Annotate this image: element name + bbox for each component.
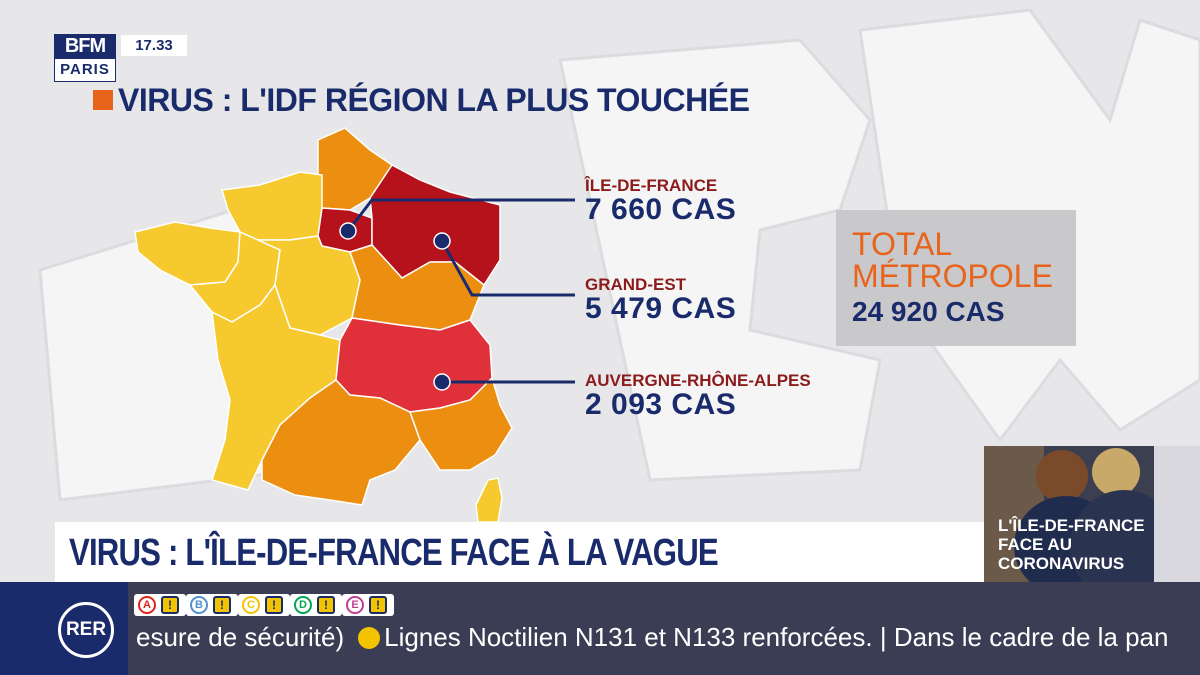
- rer-logo: RER: [58, 602, 114, 658]
- region-bretagne: [134, 221, 241, 286]
- ticker-text-before: esure de sécurité): [136, 622, 345, 652]
- thumbnail-image: [984, 446, 1200, 582]
- region-paca: [408, 376, 513, 471]
- rer-line-a: A!: [134, 594, 186, 616]
- rer-line-d: D!: [290, 594, 342, 616]
- total-label-2: MÉTROPOLE: [852, 258, 1053, 294]
- ticker-text-main: Lignes Noctilien N131 et N133 renforcées…: [384, 622, 873, 652]
- ticker-text-after: | Dans le cadre de la pan: [879, 622, 1169, 652]
- alert-icon: !: [213, 596, 231, 614]
- leader-grand-est: [440, 240, 540, 297]
- rer-line-letter: B: [190, 596, 208, 614]
- marker-ara: [433, 373, 451, 391]
- marker-grand-est: [433, 232, 451, 250]
- ticker-bullet-icon: [358, 627, 381, 649]
- rer-line-letter: E: [346, 596, 364, 614]
- logo-bottom: PARIS: [54, 58, 116, 82]
- region-bourgogne: [349, 244, 485, 331]
- clock: 17.33: [121, 35, 187, 56]
- thumb-line-2: FACE AU: [998, 535, 1072, 554]
- callout-ara-cases: 2 093 CAS: [585, 388, 737, 421]
- callout-grand-est-region: GRAND-EST: [585, 275, 687, 294]
- region-corse: [475, 477, 503, 523]
- leader-idf: [346, 198, 540, 232]
- rer-line-letter: A: [138, 596, 156, 614]
- callout-idf-region: ÎLE-DE-FRANCE: [585, 176, 718, 195]
- headline-marker: [93, 90, 113, 110]
- total-box: TOTAL MÉTROPOLE 24 920 CAS: [836, 210, 1076, 346]
- region-normandie: [221, 171, 323, 241]
- ticker-brand: RER: [0, 582, 128, 675]
- video-thumbnail[interactable]: L'ÎLE-DE-FRANCE FACE AU CORONAVIRUS: [984, 446, 1200, 582]
- total-value: 24 920 CAS: [852, 296, 1005, 327]
- rer-line-c: C!: [238, 594, 290, 616]
- callout-grand-est-cases: 5 479 CAS: [585, 292, 737, 325]
- france-map: [134, 127, 540, 523]
- alert-icon: !: [369, 596, 387, 614]
- thumb-line-3: CORONAVIRUS: [998, 554, 1125, 573]
- thumb-line-1: L'ÎLE-DE-FRANCE: [998, 516, 1145, 535]
- callout-idf-cases: 7 660 CAS: [585, 193, 737, 226]
- alert-icon: !: [265, 596, 283, 614]
- ticker-bar: RER A! B! C! D! E! esure de sécurité) Lignes …: [0, 582, 1200, 675]
- alert-icon: !: [161, 596, 179, 614]
- rer-line-letter: C: [242, 596, 260, 614]
- total-label-1: TOTAL: [852, 226, 953, 262]
- alert-icon: !: [317, 596, 335, 614]
- headline: VIRUS : L'IDF RÉGION LA PLUS TOUCHÉE: [118, 82, 750, 118]
- lower-third: VIRUS : L'ÎLE-DE-FRANCE FACE À LA VAGUE: [55, 522, 984, 582]
- channel-logo: BFM PARIS: [54, 34, 116, 82]
- lower-third-title: VIRUS : L'ÎLE-DE-FRANCE FACE À LA VAGUE: [69, 532, 719, 574]
- rer-line-e: E!: [342, 594, 394, 616]
- marker-idf: [339, 222, 357, 240]
- callout-ara-region: AUVERGNE-RHÔNE-ALPES: [585, 371, 811, 390]
- rer-line-b: B!: [186, 594, 238, 616]
- leader-extensions: [540, 198, 575, 384]
- logo-top: BFM: [54, 34, 116, 58]
- ticker-text: esure de sécurité) Lignes Noctilien N131 …: [136, 622, 1168, 653]
- rer-line-letter: D: [294, 596, 312, 614]
